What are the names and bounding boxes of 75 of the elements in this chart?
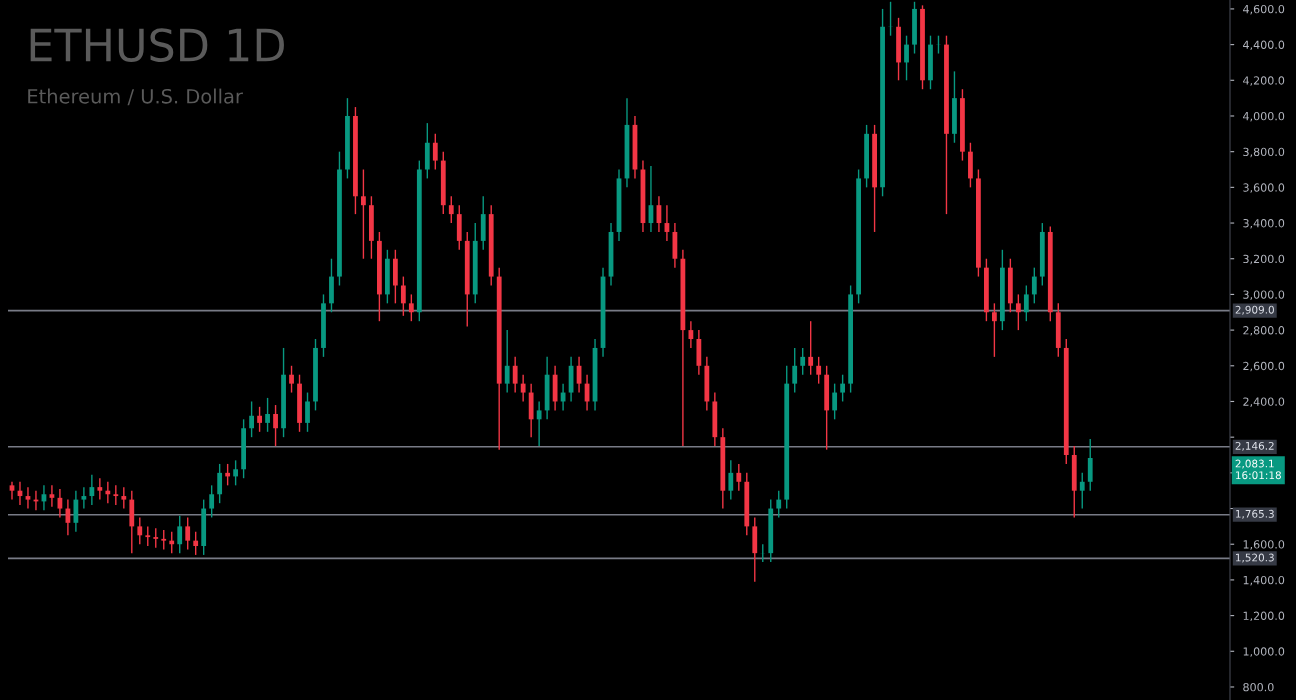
candlestick	[257, 406, 262, 433]
y-tick-label: 3,400.0	[1243, 219, 1285, 229]
candlestick	[536, 400, 542, 447]
candlestick	[25, 486, 31, 510]
candlestick	[249, 400, 254, 438]
candlestick	[408, 293, 414, 322]
y-tick-label: 3,800.0	[1243, 147, 1285, 158]
candlestick	[89, 473, 95, 506]
candlestick	[512, 356, 518, 394]
candlestick	[361, 168, 366, 260]
y-tick-label: 4,600.0	[1243, 4, 1285, 15]
y-tick-label: 1,600.0	[1243, 540, 1285, 550]
candlestick	[185, 516, 191, 551]
candlestick	[448, 195, 454, 224]
ref-line-label: 2,146.2	[1235, 441, 1274, 451]
candlestick	[400, 275, 406, 317]
candlestick	[177, 514, 183, 554]
y-tick-label: 4,400.0	[1243, 40, 1285, 51]
text: 2,083.1 16:01:18	[1235, 459, 1281, 480]
candlestick	[808, 320, 814, 376]
candlestick	[1031, 266, 1037, 305]
candlestick	[840, 374, 846, 403]
ref-line-label: 1,765.3	[1236, 509, 1274, 519]
candlestick	[1015, 293, 1021, 331]
y-tick-label: 2,400.0	[1243, 397, 1285, 407]
candlestick	[209, 484, 215, 519]
candlestick	[161, 529, 167, 551]
ref-line-label: 1,520.3	[1236, 553, 1274, 563]
candlestick	[121, 486, 127, 510]
candlestick	[265, 397, 270, 433]
y-tick-label: 3,000.0	[1243, 290, 1285, 300]
y-tick-label: 3,200.0	[1243, 254, 1285, 265]
candlestick	[736, 463, 742, 492]
y-tick-label: 2,600.0	[1243, 361, 1285, 372]
candlestick	[289, 365, 294, 394]
y-tick-label: 4,000.0	[1243, 111, 1285, 122]
y-tick-label: 3,600.0	[1243, 183, 1285, 193]
candlestick	[432, 133, 438, 171]
candlestick	[233, 459, 239, 487]
y-tick-label: 1,400.0	[1243, 575, 1285, 586]
candlestick	[145, 525, 151, 547]
candlestick	[1079, 472, 1085, 510]
candlestick	[113, 484, 119, 506]
text: Ethereum / U.S. Dollar	[28, 88, 243, 106]
candlestick	[728, 459, 734, 501]
candlestick	[97, 477, 103, 501]
candlestick	[832, 382, 838, 421]
y-tick-label: 1,000.0	[1243, 647, 1285, 657]
candlestick	[1087, 438, 1093, 492]
candlestick	[305, 391, 310, 433]
candlestick	[153, 527, 159, 549]
candlestick	[217, 463, 223, 504]
candlestick	[800, 347, 806, 376]
candlestick	[9, 481, 15, 501]
candlestick	[73, 490, 79, 533]
y-tick-label: 2,800.0	[1243, 326, 1285, 336]
candlestick	[193, 531, 199, 556]
candlestick	[776, 490, 782, 519]
y-tick-label: 4,200.0	[1243, 76, 1285, 86]
candlestick	[688, 320, 694, 349]
candlestick	[991, 302, 997, 358]
y-tick-label: 800.0	[1243, 682, 1274, 692]
candlestick	[816, 356, 822, 385]
candlestick	[273, 404, 278, 447]
candlestick	[904, 34, 909, 81]
candlestick	[792, 347, 798, 394]
candlestick	[49, 484, 55, 508]
candlestick	[137, 516, 143, 545]
y-tick-label: 1,200.0	[1243, 611, 1285, 622]
candlestick	[1023, 284, 1029, 322]
candlestick	[81, 486, 87, 510]
ref-line-label: 2,909.0	[1235, 305, 1274, 315]
text: ETHUSD 1D	[30, 28, 284, 62]
candlestick	[504, 329, 510, 394]
candlestick	[520, 374, 526, 403]
